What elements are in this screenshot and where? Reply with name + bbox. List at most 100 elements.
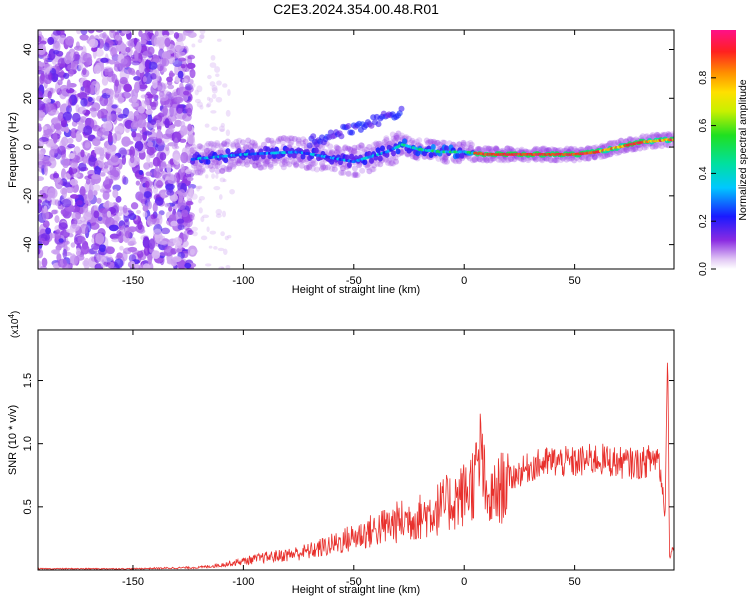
spectrogram-cell — [39, 237, 46, 244]
spectrogram-cell — [193, 167, 201, 173]
spectrogram-cell — [98, 244, 107, 253]
spectrogram-cell — [375, 121, 382, 128]
spectrogram-cell — [169, 193, 179, 202]
snr-frame — [37, 329, 675, 571]
spectrogram-cell — [145, 59, 150, 71]
spectrogram-cell — [114, 34, 121, 41]
spectrogram-cell — [135, 180, 141, 186]
spectrogram-cell — [291, 159, 298, 166]
spectrogram-cell — [173, 32, 180, 39]
spectrogram-cell — [214, 168, 221, 175]
spectrogram-cell — [376, 141, 383, 147]
colorbar-tick-label: 0.6 — [698, 118, 709, 132]
spectrogram-cell — [130, 121, 139, 130]
spectrogram-cell — [67, 143, 75, 149]
spectrogram-cell — [456, 141, 463, 148]
spectrogram-cell — [38, 248, 41, 255]
spectrogram-cell — [249, 139, 256, 146]
spectrogram-cell — [194, 185, 202, 190]
spectrogram-cell — [110, 170, 119, 176]
spectrogram-cell — [129, 146, 135, 159]
spectrogram-cell — [362, 159, 368, 166]
snr-y-ticks: 0.5 1.0 1.5 — [22, 373, 674, 514]
spectrogram-cell — [669, 131, 674, 138]
spectrogram-cell — [38, 199, 43, 204]
spectrogram-cell — [138, 264, 143, 269]
spectrogram-cell — [61, 136, 69, 147]
spectrogram-cell — [71, 211, 81, 221]
spectrogram-cell — [604, 152, 611, 159]
spectrogram-cell — [482, 145, 489, 152]
spectrogram-cell — [159, 94, 169, 102]
spectrogram-cell — [147, 141, 154, 147]
spectrogram-cell — [43, 128, 53, 138]
spectrogram-cell — [574, 147, 580, 154]
spectrogram-cell — [539, 157, 546, 164]
spectrogram-cell — [101, 76, 109, 86]
spectrogram-cell — [262, 158, 269, 165]
spectrogram-cell — [313, 147, 319, 154]
spectrogram-cell — [271, 157, 278, 164]
spectrogram-cell — [347, 146, 353, 153]
spectrogram-cell — [345, 170, 352, 177]
spectrogram-cell — [199, 168, 205, 173]
spectrogram-cell — [507, 156, 514, 162]
snr-panel: -150 -100 -50 0 50 0.5 1.0 1.5 Height of strai… — [7, 311, 675, 596]
spectrogram-cell — [148, 238, 155, 250]
spectrogram-cell — [639, 133, 646, 140]
spectrogram-cell — [333, 149, 340, 156]
spectrogram-cell — [183, 90, 190, 96]
spectrogram-cell — [342, 145, 349, 152]
spectrogram-cell — [108, 59, 116, 65]
spectrogram-cell — [92, 189, 98, 196]
spectrogram-cell — [57, 79, 63, 86]
spectrogram-cell — [251, 140, 258, 147]
spectrogram-cell — [288, 139, 295, 146]
spectrogram-cell — [585, 155, 592, 162]
spectrogram-cell — [200, 235, 208, 241]
spectrogram-cell — [226, 166, 233, 173]
spectrogram-cell — [243, 143, 249, 150]
spectrogram-cell — [177, 33, 186, 42]
spectrogram-cell — [518, 156, 525, 163]
spectrogram-cell — [374, 141, 380, 148]
spectrogram-cell — [75, 130, 81, 140]
spectrogram-cell — [557, 147, 564, 154]
spectrogram-cell — [103, 161, 109, 170]
spectrogram-cell — [637, 145, 643, 152]
spectrogram-cell — [170, 259, 177, 267]
spectrogram-cell — [268, 137, 275, 144]
spectrogram-cell — [197, 143, 204, 150]
spectrogram-cell — [79, 223, 89, 235]
spectrogram-cell — [532, 145, 539, 152]
spectrogram-cell — [393, 135, 400, 141]
spectrogram-cell — [236, 148, 242, 154]
spectrogram-cell — [143, 162, 151, 170]
spectrogram-cell — [328, 149, 335, 156]
spectrogram-cell — [466, 155, 473, 162]
spectrogram-cell — [162, 105, 168, 116]
spectrogram-cell — [532, 156, 539, 163]
spectrogram-cell — [274, 146, 279, 153]
spectrogram-cell — [552, 157, 559, 163]
spectrogram-cell — [198, 172, 203, 177]
spectrogram-cell — [276, 136, 283, 143]
spectrogram-cell — [194, 159, 199, 167]
spectrogram-cell — [196, 163, 203, 170]
spectrogram-cell — [630, 146, 637, 153]
spectrogram-cell — [205, 103, 210, 108]
spectrogram-cell — [211, 93, 217, 99]
spectrogram-cell — [312, 160, 319, 167]
spectrogram-cell — [190, 143, 197, 150]
spectrogram-cell — [214, 163, 221, 169]
spectrogram-cell — [671, 141, 674, 148]
spectrogram-cell — [467, 140, 474, 146]
spectrogram-cell — [199, 144, 206, 151]
spectrogram-cell — [440, 153, 447, 160]
spectrogram-cell — [629, 146, 636, 153]
spectrogram-cell — [38, 160, 47, 169]
spectrogram-cell — [203, 148, 210, 154]
spectrogram-cell — [82, 204, 89, 214]
spectrogram-cell — [219, 168, 225, 175]
spectrogram-cell — [187, 31, 197, 38]
